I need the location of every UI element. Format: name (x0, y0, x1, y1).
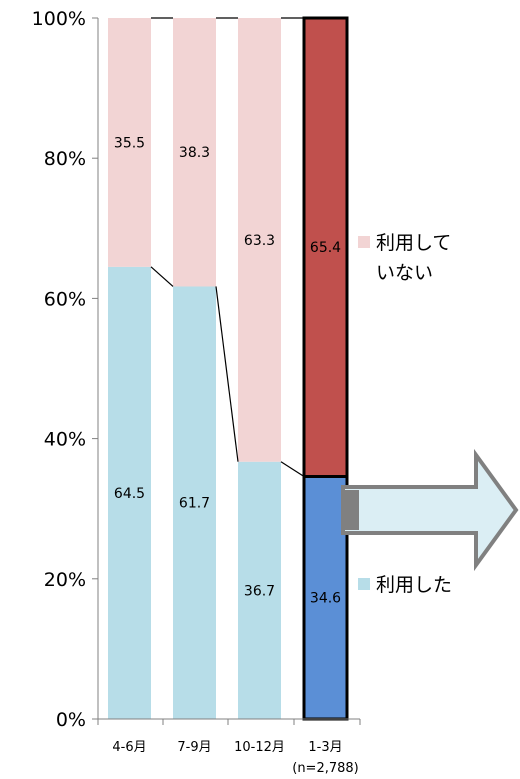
bar-not-used-0 (108, 18, 151, 267)
y-tick-label-0: 0% (56, 709, 86, 731)
bar-used-0 (108, 266, 151, 719)
data-label-used-1: 61.7 (179, 496, 210, 512)
data-label-not-used-3: 65.4 (310, 240, 341, 256)
bar-used-3 (304, 476, 347, 719)
bar-used-1 (173, 286, 216, 719)
x-axis-labels: 4-6月 7-9月 10-12月 1-3月 (112, 740, 342, 755)
data-label-used-3: 34.6 (310, 591, 341, 607)
y-tick-label-5: 100% (32, 8, 86, 30)
arrow-right-shape (341, 448, 519, 572)
connector-used-1 (215, 286, 239, 462)
y-tick-label-1: 20% (44, 569, 86, 591)
y-tick-label-3: 60% (44, 288, 86, 310)
bar-not-used-1 (173, 18, 216, 287)
y-tick-label-2: 40% (44, 429, 86, 451)
data-label-used-0: 64.5 (114, 486, 145, 502)
bar-used-2 (238, 461, 281, 719)
connector-used-0 (150, 266, 174, 287)
x-tick-label-0: 4-6月 (112, 740, 146, 755)
arrow-stem-shade (343, 490, 359, 530)
bar-not-used-2 (238, 18, 281, 462)
connector-lines (150, 17, 305, 477)
sample-size-note: (n=2,788) (292, 761, 359, 776)
x-tick-label-2: 10-12月 (234, 740, 285, 755)
legend-swatch-not-used (358, 236, 370, 248)
y-tick-label-4: 80% (44, 148, 86, 170)
data-labels: 64.5 35.5 61.7 38.3 36.7 63.3 34.6 65.4 (114, 135, 341, 606)
legend-label-not-used: 利用していない (376, 232, 451, 284)
legend-label-used: 利用した (376, 574, 452, 596)
bar-not-used-3 (304, 18, 347, 477)
x-tick-label-3: 1-3月 (308, 740, 342, 755)
connector-used-2 (280, 461, 305, 477)
legend-swatch-used (358, 578, 370, 590)
data-label-not-used-1: 38.3 (179, 145, 210, 161)
data-label-not-used-2: 63.3 (244, 233, 275, 249)
y-axis: 0% 20% 40% 60% 80% 100% (32, 8, 361, 731)
data-label-used-2: 36.7 (244, 583, 275, 599)
arrow (341, 448, 519, 572)
x-tick-label-1: 7-9月 (177, 740, 211, 755)
bars-layer (108, 16, 349, 721)
data-label-not-used-0: 35.5 (114, 135, 145, 151)
